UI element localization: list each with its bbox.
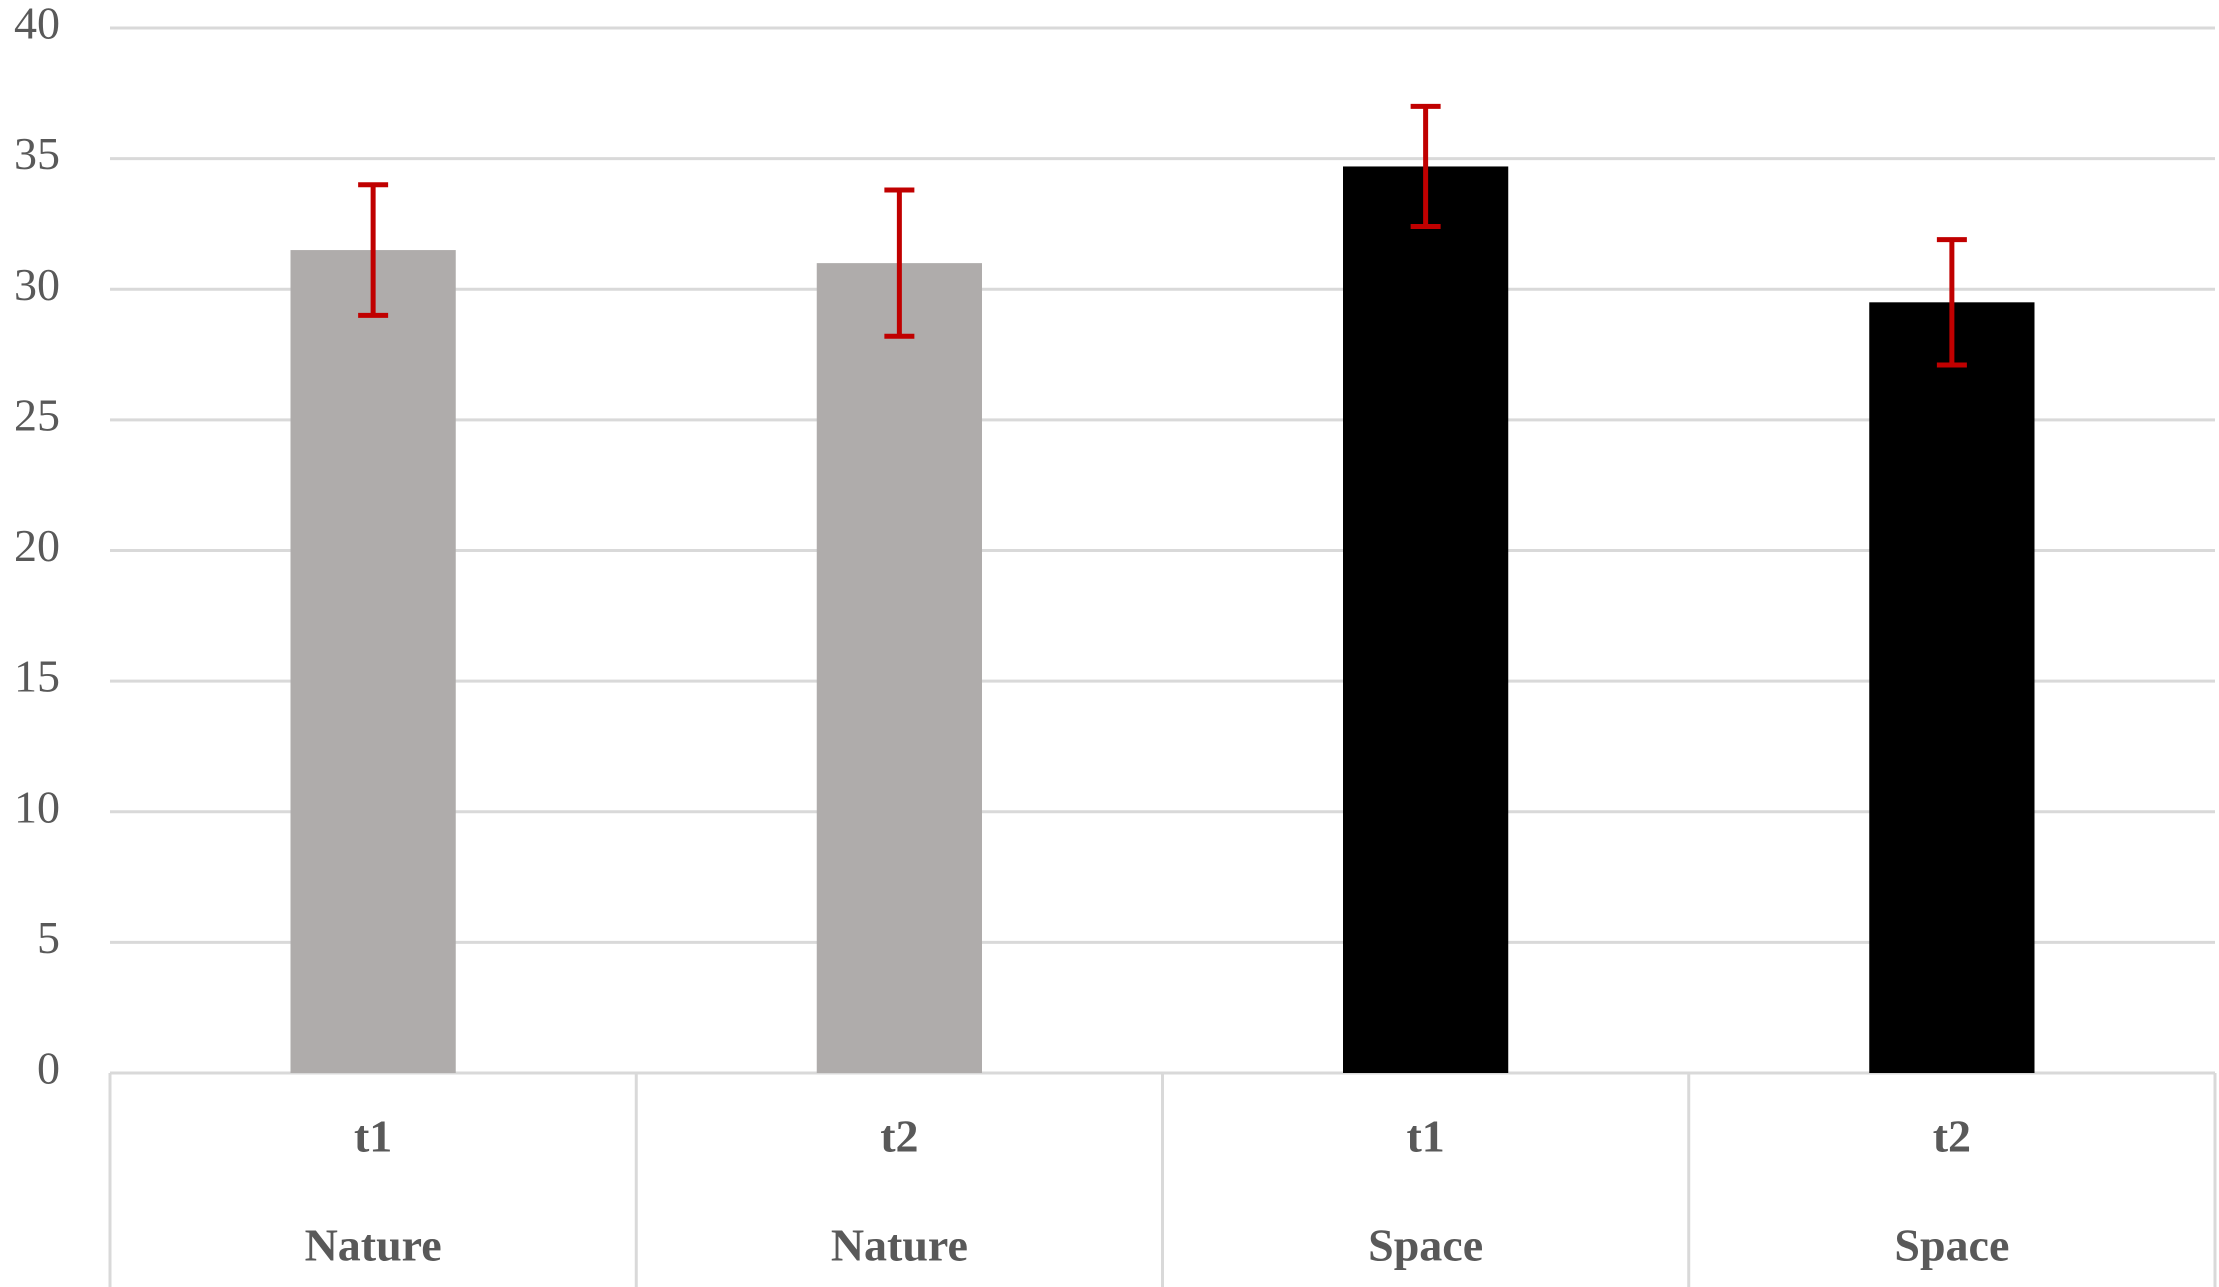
- group-label: Nature: [831, 1220, 968, 1271]
- y-tick-label: 5: [37, 912, 60, 963]
- group-label: Nature: [305, 1220, 442, 1271]
- group-label: Space: [1368, 1220, 1483, 1271]
- y-tick-label: 15: [14, 651, 60, 702]
- y-tick-label: 35: [14, 128, 60, 179]
- group-label: Space: [1894, 1220, 2009, 1271]
- bar: [816, 263, 982, 1073]
- y-tick-label: 40: [14, 0, 60, 49]
- error-bar: [1410, 103, 1441, 230]
- bar: [1869, 302, 2035, 1073]
- y-tick-label: 20: [14, 520, 60, 571]
- x-tick-label: t2: [1933, 1111, 1971, 1162]
- error-bar: [1936, 237, 1967, 368]
- error-bar: [358, 182, 389, 318]
- y-tick-label: 10: [14, 781, 60, 832]
- y-tick-label: 25: [14, 389, 60, 440]
- bar: [290, 250, 456, 1073]
- y-tick-label: 30: [14, 259, 60, 310]
- error-bar: [884, 187, 915, 339]
- x-tick-label: t2: [880, 1111, 918, 1162]
- x-tick-label: t1: [354, 1111, 392, 1162]
- bar: [1343, 166, 1509, 1073]
- x-tick-label: t1: [1406, 1111, 1444, 1162]
- y-tick-label: 0: [37, 1043, 60, 1094]
